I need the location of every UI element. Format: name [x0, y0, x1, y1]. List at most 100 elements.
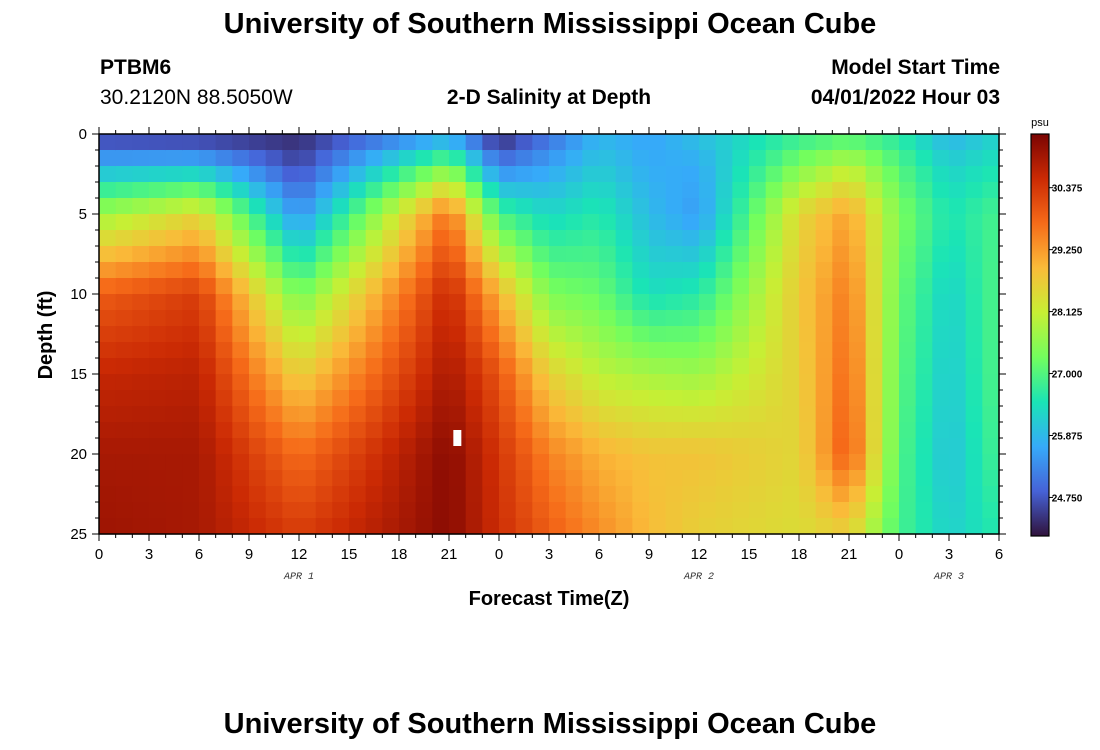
heatmap-cell: [165, 342, 183, 359]
heatmap-cell: [715, 486, 733, 503]
heatmap-cell: [115, 166, 133, 183]
heatmap-cell: [499, 278, 517, 295]
heatmap-cell: [199, 342, 217, 359]
heatmap-cell: [982, 454, 1000, 471]
heatmap-cell: [549, 134, 567, 151]
heatmap-cell: [282, 198, 300, 215]
heatmap-cell: [815, 374, 833, 391]
heatmap-cell: [582, 342, 600, 359]
heatmap-cell: [199, 278, 217, 295]
heatmap-cell: [399, 246, 417, 263]
heatmap-cell: [165, 438, 183, 455]
heatmap-cell: [249, 182, 267, 199]
heatmap-cell: [299, 374, 317, 391]
heatmap-cell: [415, 358, 433, 375]
heatmap-cell: [382, 134, 400, 151]
heatmap-cell: [115, 454, 133, 471]
heatmap-cell: [99, 390, 117, 407]
heatmap-cell: [382, 406, 400, 423]
heatmap-cell: [832, 294, 850, 311]
heatmap-cell: [749, 422, 767, 439]
heatmap-cell: [249, 502, 267, 519]
date-label: APR 3: [933, 572, 964, 583]
heatmap-cell: [215, 486, 233, 503]
heatmap-cell: [949, 358, 967, 375]
heatmap-cell: [365, 438, 383, 455]
heatmap-cell: [949, 134, 967, 151]
heatmap-cell: [732, 422, 750, 439]
heatmap-cell: [982, 278, 1000, 295]
heatmap-cell: [632, 214, 650, 231]
heatmap-cell: [532, 150, 550, 167]
heatmap-cell: [699, 150, 717, 167]
page-title: University of Southern Mississippi Ocean…: [223, 8, 877, 40]
heatmap-cell: [882, 454, 900, 471]
heatmap-cell: [549, 150, 567, 167]
heatmap-cell: [582, 278, 600, 295]
heatmap-cell: [365, 406, 383, 423]
heatmap-cell: [749, 470, 767, 487]
heatmap-cell: [549, 470, 567, 487]
heatmap-cell: [115, 358, 133, 375]
heatmap-cell: [765, 486, 783, 503]
heatmap-cell: [515, 342, 533, 359]
heatmap-cell: [282, 422, 300, 439]
heatmap-cell: [215, 342, 233, 359]
x-tick-label: 9: [245, 546, 253, 563]
heatmap-cell: [632, 294, 650, 311]
heatmap-cell: [115, 502, 133, 519]
heatmap-cell: [932, 518, 950, 535]
heatmap-cell: [132, 246, 150, 263]
heatmap-cell: [899, 454, 917, 471]
heatmap-cell: [449, 182, 467, 199]
heatmap-cell: [782, 470, 800, 487]
heatmap-cell: [615, 294, 633, 311]
heatmap-cell: [299, 294, 317, 311]
heatmap-cell: [465, 470, 483, 487]
heatmap-cell: [982, 166, 1000, 183]
heatmap-cell: [449, 502, 467, 519]
heatmap-cell: [649, 454, 667, 471]
heatmap-cell: [215, 454, 233, 471]
heatmap-cell: [899, 342, 917, 359]
heatmap-cell: [715, 230, 733, 247]
heatmap-cell: [115, 390, 133, 407]
heatmap-cell: [932, 406, 950, 423]
heatmap-cell: [682, 390, 700, 407]
heatmap-cell: [282, 454, 300, 471]
heatmap-cell: [965, 262, 983, 279]
heatmap-cell: [782, 438, 800, 455]
heatmap-cell: [382, 422, 400, 439]
heatmap-cell: [465, 230, 483, 247]
heatmap-cell: [482, 470, 500, 487]
heatmap-cell: [799, 278, 817, 295]
heatmap-cell: [649, 438, 667, 455]
heatmap-cell: [782, 406, 800, 423]
heatmap-cell: [115, 262, 133, 279]
heatmap-cell: [382, 246, 400, 263]
heatmap-cell: [282, 294, 300, 311]
heatmap-cell: [199, 502, 217, 519]
x-tick-label: 18: [391, 546, 408, 563]
heatmap-cell: [832, 230, 850, 247]
heatmap-cell: [699, 390, 717, 407]
heatmap-cell: [949, 454, 967, 471]
heatmap-cell: [715, 182, 733, 199]
heatmap-cell: [132, 166, 150, 183]
heatmap-cell: [865, 134, 883, 151]
heatmap-cell: [165, 214, 183, 231]
heatmap-cell: [249, 422, 267, 439]
heatmap-cell: [432, 358, 450, 375]
heatmap-cell: [882, 438, 900, 455]
heatmap-cell: [715, 278, 733, 295]
heatmap-cell: [415, 406, 433, 423]
heatmap-cell: [549, 438, 567, 455]
heatmap-cell: [249, 310, 267, 327]
heatmap-cell: [849, 358, 867, 375]
heatmap-cell: [632, 422, 650, 439]
heatmap-cell: [332, 326, 350, 343]
heatmap-cell: [799, 294, 817, 311]
x-tick-label: 21: [841, 546, 858, 563]
heatmap-cell: [682, 438, 700, 455]
heatmap-cell: [365, 342, 383, 359]
